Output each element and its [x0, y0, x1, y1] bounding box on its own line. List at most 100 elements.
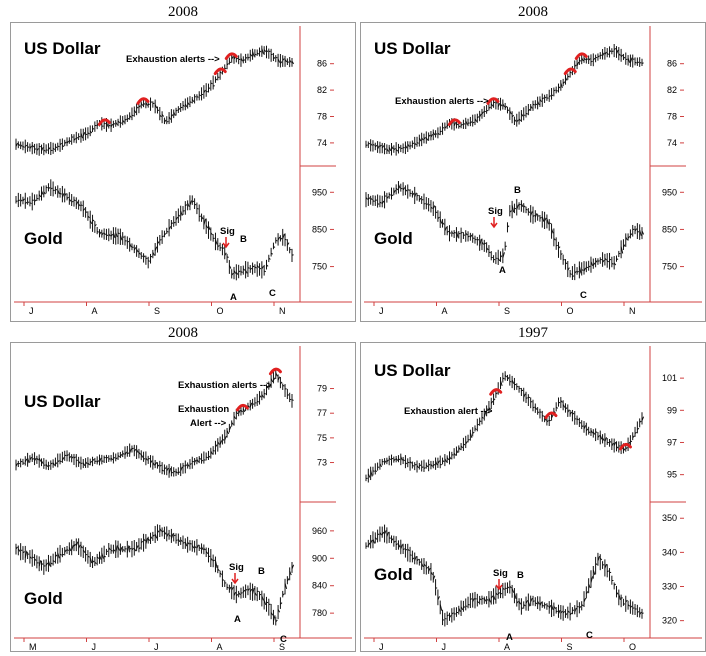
usd-close-tick	[150, 460, 153, 464]
gold-close-tick	[606, 260, 610, 263]
gold-close-tick	[616, 591, 619, 595]
usd-close-tick	[119, 453, 123, 457]
gold-close-tick	[275, 239, 278, 242]
usd-close-tick	[616, 49, 619, 55]
exhaustion-alerts-label: Exhaustion alerts -->	[395, 96, 489, 107]
gold-series-title: Gold	[24, 229, 63, 248]
gold-close-tick	[469, 234, 473, 238]
gold-close-tick	[483, 598, 487, 602]
usd-close-tick	[583, 425, 587, 430]
gold-close-tick	[395, 187, 399, 191]
gold-close-tick	[432, 205, 436, 209]
gold-close-tick	[486, 598, 489, 601]
gold-close-tick	[15, 546, 19, 550]
usd-close-tick	[208, 455, 211, 458]
gold-close-tick	[101, 553, 104, 559]
gold-close-tick	[528, 211, 531, 214]
usd-close-tick	[191, 99, 195, 103]
usd-close-tick	[623, 56, 626, 59]
gold-close-tick	[520, 203, 524, 208]
usd-close-tick	[291, 60, 295, 65]
usd-axis-tick-label: 74	[317, 138, 327, 148]
usd-axis-tick-label: 78	[317, 112, 327, 122]
gold-close-tick	[569, 612, 573, 616]
gold-close-tick	[405, 189, 408, 192]
gold-close-tick	[365, 197, 368, 200]
gold-close-tick	[286, 242, 290, 246]
usd-close-tick	[407, 461, 410, 464]
gold-close-tick	[421, 563, 424, 568]
usd-close-tick	[20, 460, 23, 463]
gold-close-tick	[495, 592, 498, 596]
gold-close-tick	[502, 587, 505, 590]
exhaustion-alerts-label: Exhaustion alerts -->	[126, 54, 220, 65]
gold-close-tick	[129, 243, 132, 248]
usd-close-tick	[41, 460, 44, 464]
gold-close-tick	[145, 537, 148, 545]
gold-close-tick	[588, 265, 591, 268]
gold-close-tick	[525, 600, 529, 604]
exhaustion-alert-marker	[268, 367, 282, 376]
usd-close-tick	[259, 50, 262, 53]
gold-close-tick	[238, 592, 241, 595]
usd-close-tick	[527, 108, 531, 112]
usd-close-tick	[231, 422, 234, 425]
usd-close-tick	[105, 121, 109, 127]
gold-axis-tick-label: 840	[312, 581, 327, 591]
usd-close-tick	[231, 56, 234, 60]
usd-close-tick	[189, 463, 192, 466]
gold-close-tick	[388, 193, 392, 196]
usd-close-tick	[136, 106, 139, 109]
gold-close-tick	[428, 567, 431, 572]
gold-close-tick	[108, 233, 111, 237]
usd-close-tick	[516, 119, 519, 123]
gold-close-tick	[372, 200, 375, 202]
usd-close-tick	[140, 103, 144, 106]
usd-close-tick	[430, 133, 433, 138]
gold-axis-tick-label: 350	[662, 513, 677, 523]
gold-axis-tick-label: 780	[312, 608, 327, 618]
gold-close-tick	[99, 231, 102, 235]
gold-close-tick	[585, 591, 589, 595]
gold-close-tick	[164, 531, 167, 535]
usd-close-tick	[282, 58, 285, 61]
usd-close-tick	[532, 406, 535, 409]
gold-close-tick	[446, 230, 450, 233]
exhaustion-alert-marker	[213, 67, 227, 76]
gold-close-tick	[488, 251, 491, 254]
gold-close-tick	[66, 549, 69, 551]
sig-label: Sig	[229, 562, 244, 573]
gold-close-tick	[488, 597, 491, 603]
usd-close-tick	[71, 456, 74, 459]
gold-close-tick	[34, 199, 37, 202]
usd-close-tick	[66, 140, 70, 144]
usd-close-tick	[558, 86, 561, 89]
gold-close-tick	[182, 542, 185, 544]
exhaustion-alert-marker	[447, 118, 461, 126]
usd-series-title: US Dollar	[24, 39, 101, 58]
gold-close-tick	[173, 534, 176, 537]
gold-close-tick	[500, 255, 503, 258]
gold-close-tick	[41, 563, 44, 565]
period-title: 2008	[518, 4, 548, 20]
gold-close-tick	[184, 541, 188, 547]
usd-close-tick	[122, 119, 125, 123]
gold-close-tick	[553, 238, 556, 241]
gold-close-tick	[467, 235, 470, 238]
gold-close-tick	[583, 597, 587, 603]
usd-close-tick	[419, 464, 422, 467]
usd-close-tick	[168, 468, 172, 474]
usd-close-tick	[36, 457, 39, 461]
alert-arrow-label: Alert -->	[190, 418, 227, 429]
usd-close-tick	[24, 458, 28, 463]
usd-close-tick	[224, 435, 227, 441]
usd-close-tick	[92, 127, 95, 130]
gold-close-tick	[453, 231, 456, 234]
gold-close-tick	[542, 604, 545, 607]
usd-close-tick	[233, 415, 237, 420]
gold-close-tick	[407, 188, 410, 191]
gold-close-tick	[567, 267, 570, 271]
gold-close-tick	[228, 586, 232, 591]
gold-close-tick	[497, 592, 501, 595]
gold-close-tick	[509, 210, 512, 213]
